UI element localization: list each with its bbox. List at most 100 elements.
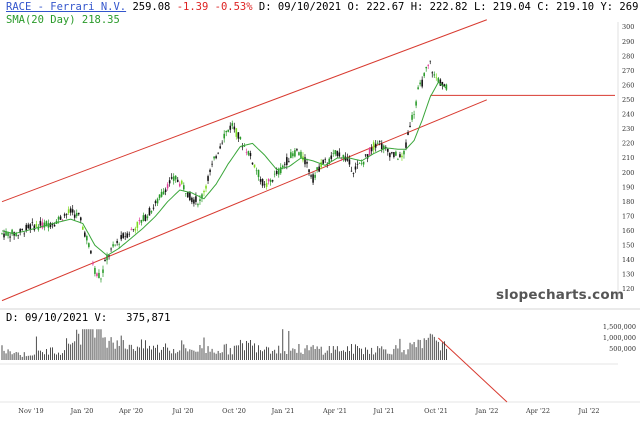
candle-body	[154, 201, 157, 204]
candle-body	[366, 154, 369, 159]
candle-body	[419, 82, 421, 85]
candle-body	[417, 87, 419, 90]
candle-body	[205, 185, 207, 189]
candle-body	[201, 194, 203, 199]
candle-body	[300, 151, 302, 158]
candle-body	[352, 173, 355, 174]
chart-header: RACE - Ferrari N.V. 259.08 -1.39 -0.53% …	[6, 1, 640, 14]
candle-body	[71, 209, 74, 213]
candle-body	[180, 180, 183, 184]
candle-body	[213, 156, 215, 159]
symbol-link[interactable]: RACE - Ferrari N.V.	[6, 1, 127, 13]
candle-body	[47, 223, 50, 228]
candle-body	[209, 169, 211, 173]
candle-body	[308, 169, 310, 173]
candle-body	[134, 228, 137, 231]
candle-body	[330, 155, 333, 159]
candle-body	[249, 153, 252, 157]
open-label: O:	[347, 1, 361, 13]
sma-legend: SMA(20 Day) 218.35	[6, 14, 120, 27]
candle-body	[439, 79, 442, 86]
candle-body	[41, 222, 44, 229]
candle-body	[382, 145, 385, 150]
candle-body	[122, 233, 124, 238]
time-tick-label: Jul '21	[373, 407, 395, 415]
candle-body	[7, 232, 9, 237]
candle-body	[9, 236, 11, 238]
candle-body	[223, 133, 225, 139]
candle-body	[257, 169, 260, 178]
close-value: 219.10	[556, 1, 595, 13]
candle-body	[116, 241, 118, 243]
watermark: slopecharts.com	[496, 287, 625, 303]
price-tick-label: 160	[622, 227, 634, 235]
candle-body	[69, 208, 72, 213]
candle-body	[320, 162, 322, 168]
candle-body	[29, 224, 32, 230]
candle-body	[288, 161, 290, 163]
candle-body	[211, 163, 213, 165]
candle-body	[328, 158, 331, 165]
time-tick-label: Jul '22	[578, 407, 600, 415]
candle-body	[362, 161, 365, 165]
candle-body	[227, 129, 230, 132]
candle-body	[342, 154, 345, 158]
candle-body	[435, 77, 438, 79]
candle-body	[144, 214, 147, 221]
candle-body	[21, 229, 23, 230]
date-value: 09/10/2021	[277, 1, 342, 13]
candle-body	[98, 272, 100, 279]
price-tick-label: 300	[622, 23, 634, 31]
candle-body	[191, 197, 193, 203]
candle-body	[334, 150, 337, 155]
candle-body	[84, 232, 86, 237]
candle-body	[403, 150, 405, 155]
candle-body	[433, 74, 436, 76]
candle-body	[92, 262, 94, 265]
candle-body	[229, 125, 232, 130]
candle-body	[79, 217, 82, 221]
candle-body	[441, 81, 444, 86]
candle-body	[358, 163, 361, 164]
candle-body	[207, 176, 209, 181]
candle-body	[31, 222, 34, 223]
candle-body	[193, 199, 195, 204]
candle-body	[219, 146, 221, 149]
lower-trendline	[1, 99, 487, 302]
candle-body	[104, 259, 106, 262]
candle-body	[360, 163, 363, 164]
time-tick-label: Jan '21	[271, 407, 295, 415]
candle-body	[395, 151, 397, 156]
candle-body	[57, 217, 60, 220]
price-change: -1.39	[176, 1, 209, 13]
candle-body	[259, 179, 262, 182]
candle-body	[73, 214, 76, 218]
candle-body	[187, 191, 189, 198]
price-tick-label: 190	[622, 183, 634, 191]
date-label: D:	[258, 1, 272, 13]
candle-body	[314, 174, 316, 178]
time-tick-label: Oct '20	[222, 407, 246, 415]
candle-body	[176, 179, 179, 182]
candle-body	[370, 147, 373, 152]
candle-body	[63, 214, 66, 216]
candle-body	[312, 174, 314, 183]
candle-body	[415, 101, 417, 106]
candle-body	[247, 151, 250, 155]
volume-trendline	[437, 337, 508, 403]
candle-body	[49, 223, 52, 227]
candle-body	[142, 215, 145, 221]
candle-body	[350, 170, 353, 172]
candle-body	[338, 152, 341, 157]
candle-body	[126, 233, 129, 238]
candle-body	[235, 128, 238, 137]
time-tick-label: Apr '21	[322, 407, 347, 415]
candle-body	[110, 248, 112, 250]
candle-body	[304, 157, 306, 165]
candle-body	[310, 175, 312, 177]
candle-body	[172, 176, 175, 181]
candle-body	[429, 60, 432, 62]
candle-body	[261, 179, 264, 186]
candle-body	[82, 226, 84, 230]
